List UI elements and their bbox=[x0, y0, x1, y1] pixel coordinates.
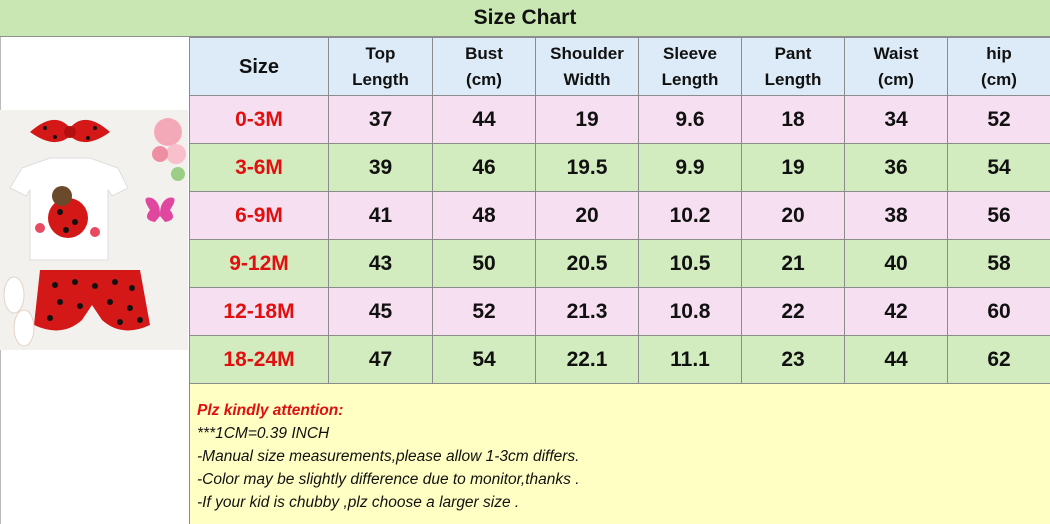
table-cell: 52 bbox=[947, 95, 1050, 144]
header-size: Size bbox=[189, 37, 329, 96]
flower-decoration bbox=[152, 118, 186, 181]
table-cell: 54 bbox=[947, 143, 1050, 192]
table-cell: 54 bbox=[432, 335, 536, 384]
table-cell: 34 bbox=[844, 95, 948, 144]
table-cell: 50 bbox=[432, 239, 536, 288]
size-cell: 0-3M bbox=[189, 95, 329, 144]
butterfly-decoration bbox=[145, 197, 175, 222]
headband-bow bbox=[30, 119, 110, 143]
size-cell: 6-9M bbox=[189, 191, 329, 240]
table-cell: 39 bbox=[328, 143, 433, 192]
table-row: 6-9M 41 48 20 10.2 20 38 56 bbox=[189, 191, 1050, 240]
table-cell: 38 bbox=[844, 191, 948, 240]
header-row: Size Top Length Bust (cm) Shoulder Width Sl… bbox=[189, 37, 1050, 96]
table-cell: 20.5 bbox=[535, 239, 639, 288]
polka-dot-shorts bbox=[34, 270, 150, 331]
size-cell: 12-18M bbox=[189, 287, 329, 336]
table-cell: 41 bbox=[328, 191, 433, 240]
table-cell: 20 bbox=[535, 191, 639, 240]
size-cell: 9-12M bbox=[189, 239, 329, 288]
table-cell: 19 bbox=[741, 143, 845, 192]
product-photo bbox=[0, 110, 188, 350]
note-line: -Manual size measurements,please allow 1… bbox=[197, 448, 580, 465]
table-cell: 47 bbox=[328, 335, 433, 384]
size-cell: 18-24M bbox=[189, 335, 329, 384]
table-cell: 56 bbox=[947, 191, 1050, 240]
table-cell: 58 bbox=[947, 239, 1050, 288]
note-line: -If your kid is chubby ,plz choose a lar… bbox=[197, 494, 520, 511]
table-cell: 37 bbox=[328, 95, 433, 144]
table-cell: 21.3 bbox=[535, 287, 639, 336]
header-top-length: Top Length bbox=[328, 37, 433, 96]
notes-heading: Plz kindly attention: bbox=[197, 402, 344, 419]
table-cell: 40 bbox=[844, 239, 948, 288]
chart-title: Size Chart bbox=[0, 0, 1050, 37]
table-cell: 62 bbox=[947, 335, 1050, 384]
note-line: ***1CM=0.39 INCH bbox=[197, 425, 330, 442]
header-bust: Bust (cm) bbox=[432, 37, 536, 96]
table-cell: 20 bbox=[741, 191, 845, 240]
table-cell: 22 bbox=[741, 287, 845, 336]
notes-box: Plz kindly attention: ***1CM=0.39 INCH -… bbox=[189, 383, 1050, 524]
table-cell: 10.5 bbox=[638, 239, 742, 288]
table-cell: 11.1 bbox=[638, 335, 742, 384]
table-row: 12-18M 45 52 21.3 10.8 22 42 60 bbox=[189, 287, 1050, 336]
table-cell: 21 bbox=[741, 239, 845, 288]
table-cell: 52 bbox=[432, 287, 536, 336]
table-cell: 44 bbox=[432, 95, 536, 144]
table-cell: 48 bbox=[432, 191, 536, 240]
table-cell: 10.2 bbox=[638, 191, 742, 240]
header-sleeve-length: Sleeve Length bbox=[638, 37, 742, 96]
size-cell: 3-6M bbox=[189, 143, 329, 192]
table-cell: 19.5 bbox=[535, 143, 639, 192]
table-row: 18-24M 47 54 22.1 11.1 23 44 62 bbox=[189, 335, 1050, 384]
header-hip: hip (cm) bbox=[947, 37, 1050, 96]
table-cell: 19 bbox=[535, 95, 639, 144]
table-cell: 9.9 bbox=[638, 143, 742, 192]
table-row: 0-3M 37 44 19 9.6 18 34 52 bbox=[189, 95, 1050, 144]
table-cell: 46 bbox=[432, 143, 536, 192]
header-pant-length: Pant Length bbox=[741, 37, 845, 96]
table-cell: 9.6 bbox=[638, 95, 742, 144]
table-cell: 60 bbox=[947, 287, 1050, 336]
table-cell: 45 bbox=[328, 287, 433, 336]
table-cell: 18 bbox=[741, 95, 845, 144]
onesie bbox=[9, 157, 129, 261]
table-row: 3-6M 39 46 19.5 9.9 19 36 54 bbox=[189, 143, 1050, 192]
table-cell: 42 bbox=[844, 287, 948, 336]
header-shoulder-width: Shoulder Width bbox=[535, 37, 639, 96]
header-waist: Waist (cm) bbox=[844, 37, 948, 96]
table-cell: 10.8 bbox=[638, 287, 742, 336]
table-cell: 36 bbox=[844, 143, 948, 192]
table-cell: 43 bbox=[328, 239, 433, 288]
table-cell: 22.1 bbox=[535, 335, 639, 384]
table-cell: 44 bbox=[844, 335, 948, 384]
baby-shoes bbox=[3, 276, 35, 347]
table-row: 9-12M 43 50 20.5 10.5 21 40 58 bbox=[189, 239, 1050, 288]
table-cell: 23 bbox=[741, 335, 845, 384]
note-line: -Color may be slightly difference due to… bbox=[197, 471, 580, 488]
size-table: Size Top Length Bust (cm) Shoulder Width Sl… bbox=[189, 37, 1050, 384]
